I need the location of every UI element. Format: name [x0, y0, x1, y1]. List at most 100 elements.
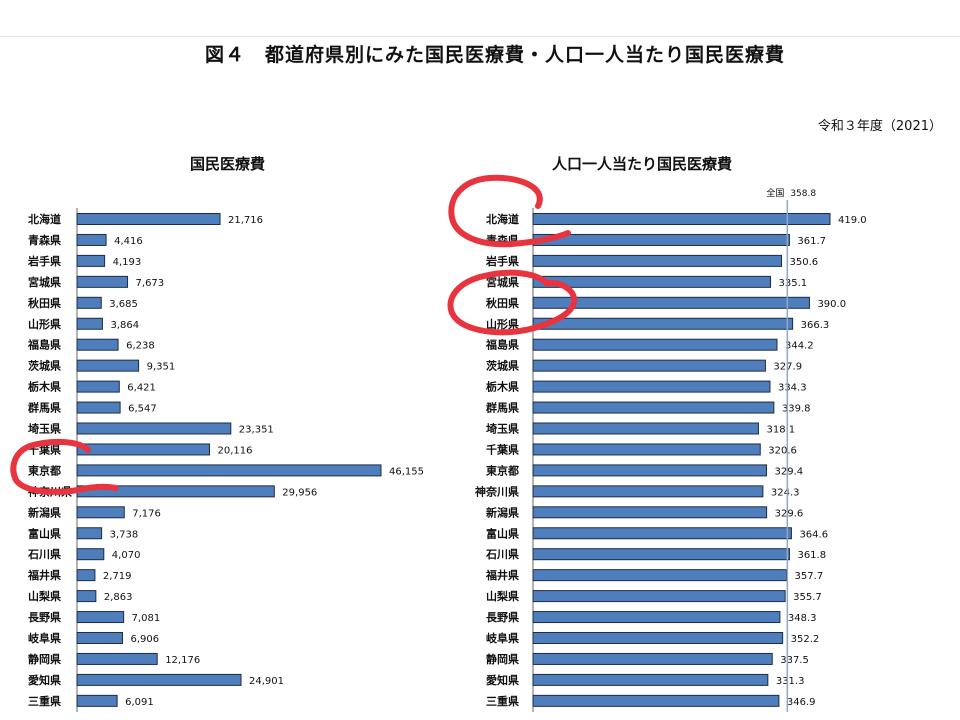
left-bar: [76, 275, 129, 288]
left-category-label: 群馬県: [27, 401, 61, 415]
left-value-label: 21,716: [228, 215, 263, 226]
left-value-label: 4,070: [112, 550, 141, 561]
right-category-label: 福井県: [485, 568, 519, 582]
left-bar: [76, 317, 103, 330]
left-bar: [76, 652, 158, 665]
annotation-circle-tokyo: [10, 438, 119, 495]
left-bar: [76, 443, 210, 456]
left-category-label: 福井県: [27, 568, 61, 582]
right-bar: [532, 401, 775, 414]
right-bar: [532, 213, 831, 225]
left-bar: [76, 673, 242, 686]
left-category-label: 山梨県: [28, 589, 61, 603]
annotation-circle-akita: [447, 269, 578, 336]
left-bar: [76, 611, 125, 624]
right-category-label: 三重県: [486, 694, 519, 708]
right-category-label: 茨城県: [486, 359, 519, 373]
right-bar: [532, 673, 769, 686]
right-bar: [532, 275, 772, 288]
left-category-label: 北海道: [28, 212, 61, 226]
left-bar: [76, 380, 120, 393]
left-category-label: 茨城県: [28, 359, 61, 373]
left-value-label: 6,091: [125, 697, 154, 708]
right-category-label: 秋田県: [486, 296, 519, 310]
right-category-label: 静岡県: [486, 652, 519, 666]
left-value-label: 6,238: [126, 341, 155, 352]
right-bar: [532, 443, 761, 456]
left-category-label: 東京都: [28, 463, 61, 477]
left-category-label: 岐阜県: [28, 631, 61, 645]
right-bar: [532, 359, 766, 372]
right-value-label: 344.2: [785, 341, 814, 352]
right-value-label: 334.3: [778, 383, 807, 394]
right-category-label: 栃木県: [486, 380, 519, 394]
annotation-circle-hokkaido: [448, 174, 571, 248]
left-category-label: 福島県: [27, 338, 61, 352]
national-average-label: 全国: [766, 187, 784, 199]
right-value-label: 335.1: [779, 278, 808, 289]
left-value-label: 4,416: [114, 236, 143, 247]
left-category-label: 埼玉県: [28, 422, 61, 436]
right-category-label: 千葉県: [486, 442, 519, 456]
right-bar: [532, 233, 790, 246]
right-value-label: 324.3: [771, 487, 800, 498]
right-value-label: 366.3: [801, 320, 830, 331]
left-value-label: 2,863: [104, 592, 133, 603]
left-value-label: 29,956: [282, 487, 317, 498]
right-value-label: 364.6: [799, 529, 828, 540]
right-value-label: 350.6: [790, 257, 819, 268]
right-value-label: 331.3: [776, 676, 805, 687]
right-value-label: 346.9: [787, 697, 816, 708]
left-bar: [76, 338, 119, 351]
left-value-label: 7,176: [132, 508, 161, 519]
right-bar: [532, 506, 768, 519]
right-value-label: 419.0: [838, 215, 867, 226]
right-value-label: 361.8: [797, 550, 826, 561]
left-bar: [76, 548, 105, 561]
left-value-label: 7,081: [132, 613, 161, 624]
right-bar: [532, 296, 810, 309]
left-category-label: 新潟県: [28, 505, 61, 519]
right-category-label: 福島県: [485, 338, 519, 352]
right-bar: [532, 380, 771, 393]
right-bar: [532, 254, 783, 267]
right-value-label: 329.6: [775, 508, 804, 519]
right-value-label: 390.0: [817, 299, 846, 310]
top-divider: [0, 36, 960, 37]
figure-title: 図４ 都道府県別にみた国民医療費・人口一人当たり国民医療費: [204, 44, 785, 66]
left-category-label: 三重県: [28, 694, 61, 708]
left-value-label: 9,351: [147, 362, 176, 373]
right-category-label: 埼玉県: [486, 422, 519, 436]
right-category-label: 新潟県: [486, 505, 519, 519]
left-category-label: 秋田県: [28, 296, 61, 310]
left-category-label: 富山県: [28, 526, 61, 540]
right-value-label: 318.1: [766, 425, 795, 436]
left-category-label: 山形県: [28, 317, 61, 331]
right-category-label: 神奈川県: [475, 484, 519, 498]
left-category-label: 岩手県: [27, 254, 61, 268]
right-bar: [532, 694, 780, 707]
left-bar: [76, 401, 121, 414]
right-bar: [532, 338, 778, 351]
right-category-label: 愛知県: [486, 673, 519, 687]
left-category-label: 長野県: [28, 611, 61, 624]
right-bar: [532, 548, 790, 561]
right-bar: [532, 652, 773, 665]
left-bar: [76, 254, 106, 267]
left-chart-title: 国民医療費: [190, 155, 266, 173]
right-value-label: 337.5: [780, 655, 809, 666]
right-bar: [532, 569, 788, 582]
left-category-label: 宮城県: [28, 275, 61, 289]
right-category-label: 岩手県: [485, 254, 519, 268]
left-bar: [76, 569, 96, 582]
left-bar: [76, 464, 382, 477]
right-value-label: 339.8: [782, 404, 811, 415]
left-value-label: 3,738: [110, 529, 139, 540]
left-bar: [76, 233, 107, 246]
left-category-label: 石川県: [27, 548, 61, 561]
left-category-label: 愛知県: [28, 673, 61, 687]
left-bar: [76, 590, 97, 603]
right-category-label: 山梨県: [486, 589, 519, 603]
year-label: 令和３年度（2021）: [817, 119, 942, 134]
